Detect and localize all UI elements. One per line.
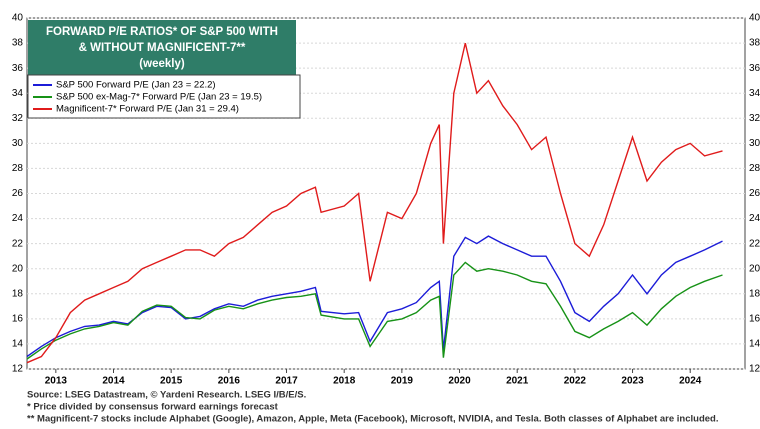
x-tick-label: 2015 bbox=[160, 376, 183, 387]
y-tick-label: 32 bbox=[12, 113, 24, 124]
x-tick-label: 2022 bbox=[564, 376, 587, 387]
y-tick-label: 26 bbox=[12, 188, 24, 199]
legend-label: S&P 500 ex-Mag-7* Forward P/E (Jan 23 = … bbox=[56, 92, 262, 103]
y2-tick-label: 28 bbox=[749, 163, 760, 174]
series-line bbox=[26, 261, 723, 360]
y2-tick-label: 36 bbox=[749, 63, 760, 74]
y2-tick-label: 24 bbox=[749, 213, 760, 224]
y-tick-label: 14 bbox=[12, 339, 24, 350]
y2-tick-label: 32 bbox=[749, 113, 760, 124]
x-tick-label: 2018 bbox=[333, 376, 356, 387]
y2-tick-label: 30 bbox=[749, 138, 760, 149]
chart-title: (weekly) bbox=[139, 58, 185, 70]
y-tick-label: 38 bbox=[12, 38, 24, 49]
y-tick-label: 40 bbox=[12, 13, 24, 24]
y2-tick-label: 26 bbox=[749, 188, 760, 199]
title-box bbox=[28, 20, 296, 75]
y-tick-label: 22 bbox=[12, 238, 24, 249]
footnote: ** Magnificent-7 stocks include Alphabet… bbox=[27, 414, 719, 425]
y-tick-label: 24 bbox=[12, 213, 24, 224]
y2-tick-label: 12 bbox=[749, 364, 760, 375]
y2-tick-label: 34 bbox=[749, 88, 760, 99]
x-tick-label: 2013 bbox=[45, 376, 68, 387]
x-tick-label: 2021 bbox=[506, 376, 529, 387]
legend-label: S&P 500 Forward P/E (Jan 23 = 22.2) bbox=[56, 80, 216, 91]
x-tick-label: 2019 bbox=[391, 376, 414, 387]
legend-label: Magnificent-7* Forward P/E (Jan 31 = 29.… bbox=[56, 104, 239, 115]
y2-tick-label: 14 bbox=[749, 339, 760, 350]
x-tick-label: 2014 bbox=[102, 376, 125, 387]
chart-title: & WITHOUT MAGNIFICENT-7** bbox=[79, 42, 246, 54]
footnote: Source: LSEG Datastream, © Yardeni Resea… bbox=[27, 390, 306, 401]
y2-tick-label: 16 bbox=[749, 313, 760, 324]
y2-tick-label: 20 bbox=[749, 263, 760, 274]
series-line bbox=[26, 235, 723, 358]
series-line bbox=[26, 42, 723, 364]
y-tick-label: 30 bbox=[12, 138, 24, 149]
legend-box bbox=[27, 74, 301, 119]
y2-tick-label: 40 bbox=[749, 13, 760, 24]
chart-title: FORWARD P/E RATIOS* OF S&P 500 WITH bbox=[46, 26, 278, 38]
y-tick-label: 20 bbox=[12, 263, 24, 274]
y2-tick-label: 18 bbox=[749, 288, 760, 299]
x-tick-label: 2017 bbox=[275, 376, 298, 387]
y-tick-label: 18 bbox=[12, 288, 24, 299]
y-tick-label: 16 bbox=[12, 313, 24, 324]
y-tick-label: 12 bbox=[12, 364, 24, 375]
x-tick-label: 2023 bbox=[621, 376, 644, 387]
x-tick-label: 2016 bbox=[218, 376, 241, 387]
x-tick-label: 2020 bbox=[448, 376, 471, 387]
x-tick-label: 2024 bbox=[679, 376, 702, 387]
y2-tick-label: 22 bbox=[749, 238, 760, 249]
y-tick-label: 34 bbox=[12, 88, 24, 99]
y-tick-label: 36 bbox=[12, 63, 24, 74]
y2-tick-label: 38 bbox=[749, 38, 760, 49]
y-tick-label: 28 bbox=[12, 163, 24, 174]
footnote: * Price divided by consensus forward ear… bbox=[27, 402, 279, 413]
